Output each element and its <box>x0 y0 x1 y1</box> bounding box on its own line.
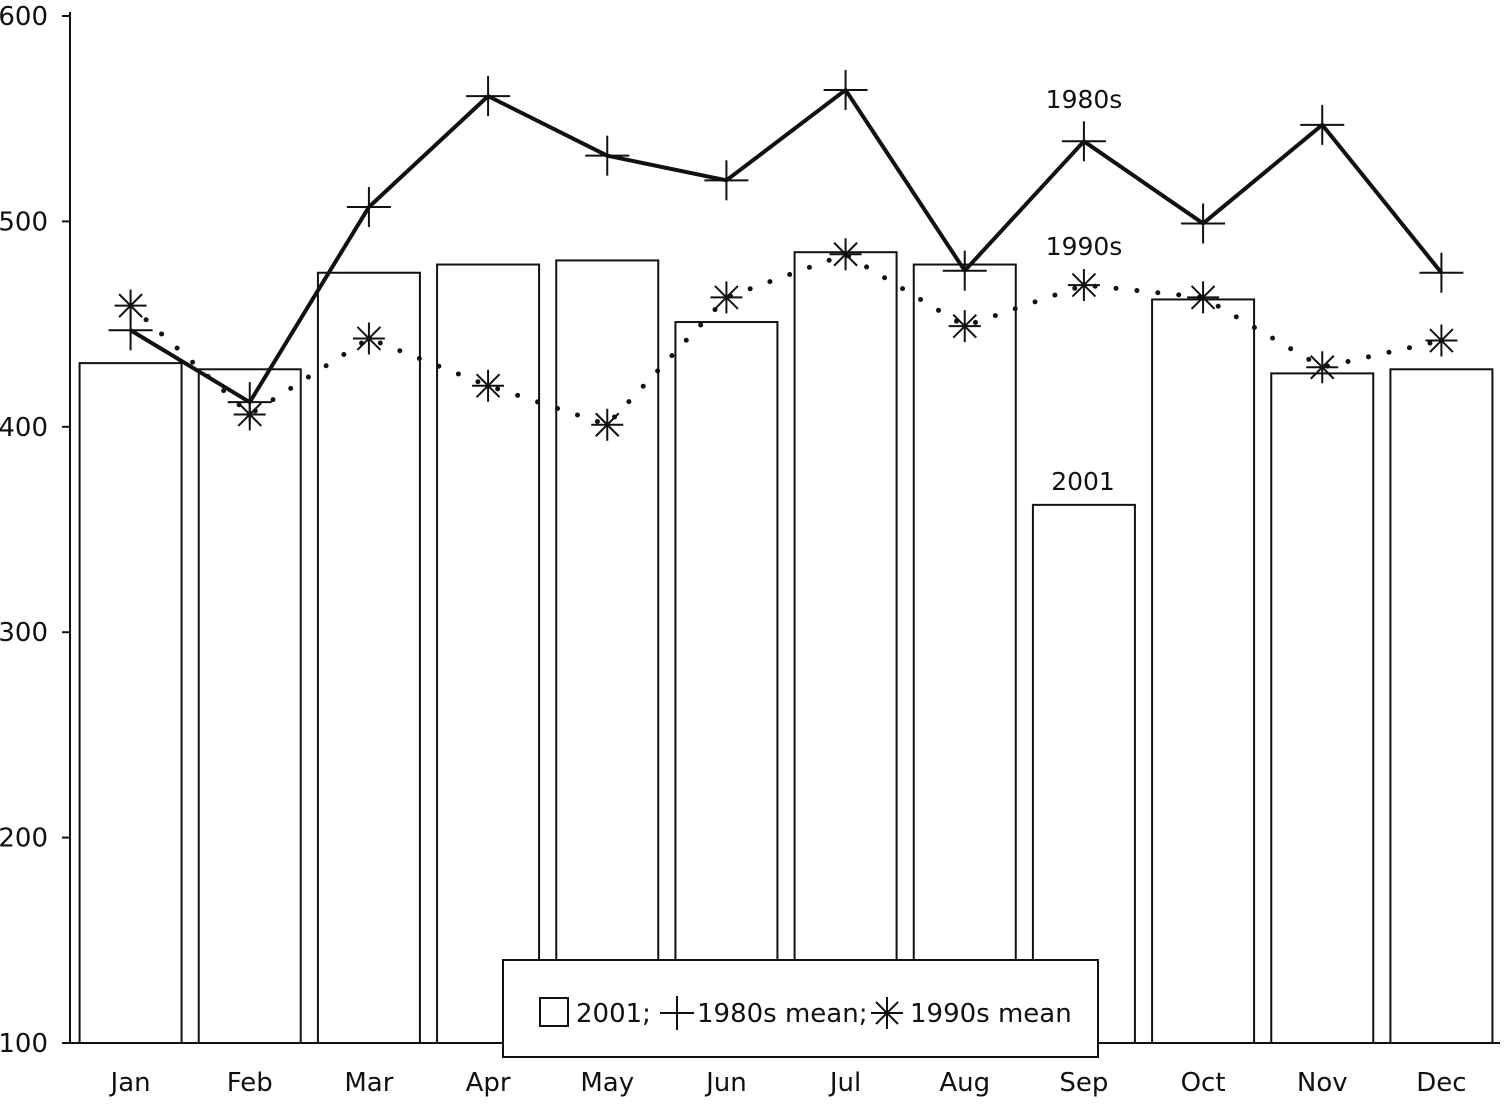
marker-1990s-sep <box>1067 269 1100 302</box>
legend: 2001; 1980s mean; 1990s mean <box>502 959 1099 1058</box>
marker-1980s-sep <box>1061 121 1106 162</box>
x-tick-label-mar: Mar <box>344 1068 393 1098</box>
x-tick-label-feb: Feb <box>227 1068 273 1098</box>
marker-1990s-jun <box>710 281 743 314</box>
x-tick-label-jul: Jul <box>828 1068 861 1098</box>
marker-1990s-mar <box>352 322 385 355</box>
x-tick-label-dec: Dec <box>1416 1068 1466 1098</box>
marker-1980s-dec <box>1419 252 1464 293</box>
x-tick-label-aug: Aug <box>939 1068 990 1098</box>
marker-1990s-apr <box>472 369 505 402</box>
marker-1980s-mar <box>346 187 391 228</box>
series-labels: 1980s 1990s 2001 <box>1046 85 1123 496</box>
label-1980s: 1980s <box>1046 85 1123 114</box>
series-1990s <box>114 238 1458 441</box>
bar-may <box>555 259 660 1044</box>
legend-box <box>502 959 1099 1058</box>
marker-1990s-dec <box>1425 324 1458 357</box>
legend-entry-2001: 2001; <box>576 999 651 1029</box>
legend-entry-1980s: 1980s mean; <box>697 999 867 1029</box>
bar-mar <box>316 271 421 1044</box>
marker-1980s-oct <box>1181 203 1226 244</box>
y-tick-label-400: 400 <box>0 413 48 443</box>
x-tick-label-jun: Jun <box>704 1068 747 1098</box>
x-tick-label-sep: Sep <box>1059 1068 1108 1098</box>
bar-jul <box>793 251 898 1044</box>
bar-feb <box>197 368 302 1044</box>
bar-dec <box>1389 368 1494 1044</box>
x-tick-label-oct: Oct <box>1181 1068 1226 1098</box>
legend-square-icon <box>539 997 569 1027</box>
marker-1980s-apr <box>466 76 511 117</box>
x-tick-label-nov: Nov <box>1297 1068 1348 1098</box>
marker-1990s-feb <box>233 398 266 431</box>
line-1980s <box>129 87 1443 405</box>
y-tick-label-100: 100 <box>0 1029 48 1059</box>
bars-2001 <box>78 251 1494 1045</box>
bar-jan <box>78 362 183 1045</box>
marker-1990s-aug <box>948 310 981 343</box>
marker-1990s-jan <box>114 289 147 322</box>
marker-1980s-nov <box>1300 104 1345 145</box>
bar-sep <box>1031 503 1136 1044</box>
x-tick-label-may: May <box>580 1068 634 1098</box>
bar-nov <box>1270 372 1375 1044</box>
series-1980s <box>108 69 1464 423</box>
y-tick-label-300: 300 <box>0 618 48 648</box>
label-1990s: 1990s <box>1046 232 1123 261</box>
marker-1980s-may <box>585 135 630 176</box>
bar-oct <box>1151 298 1256 1044</box>
marker-1980s-aug <box>942 250 987 291</box>
bar-jun <box>674 321 779 1044</box>
x-tick-label-apr: Apr <box>466 1068 511 1098</box>
marker-1990s-nov <box>1306 351 1339 384</box>
marker-1980s-jun <box>704 160 749 201</box>
y-tick-label-200: 200 <box>0 824 48 854</box>
legend-plus-icon <box>660 996 694 1030</box>
marker-1990s-oct <box>1187 281 1220 314</box>
legend-asterisk-icon <box>871 997 903 1029</box>
marker-1980s-jul <box>823 69 868 110</box>
marker-1990s-may <box>591 408 624 441</box>
label-2001: 2001 <box>1051 467 1115 496</box>
x-tick-label-jan: Jan <box>109 1068 151 1098</box>
legend-entry-1990s: 1990s mean <box>910 999 1072 1029</box>
y-tick-label-600: 600 <box>0 2 48 32</box>
marker-1990s-jul <box>829 238 862 271</box>
bar-aug <box>912 263 1017 1044</box>
y-tick-label-500: 500 <box>0 207 48 237</box>
